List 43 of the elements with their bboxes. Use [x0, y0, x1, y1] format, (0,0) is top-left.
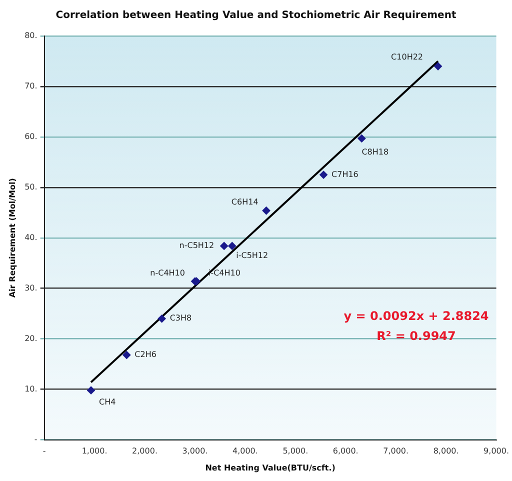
annotation: C3H8 [170, 314, 192, 323]
x-tick-label: - [42, 446, 46, 456]
y-tick-label: 40. [24, 232, 38, 242]
y-tick-label: 20. [24, 334, 38, 343]
annotation: C2H6 [134, 350, 156, 360]
annotation: C7H16 [332, 170, 358, 179]
x-tick-label: 3,000. [182, 446, 208, 456]
y-axis-title: Air Requirement (Mol/Mol) [8, 178, 17, 298]
y-tick-label: 50. [24, 182, 38, 192]
annotation: n-C4H10 [150, 268, 185, 278]
y-tick-label: - [34, 434, 38, 444]
x-tick-label: 7,000. [383, 446, 409, 456]
point [122, 351, 131, 359]
x-tick-label: 1,000. [82, 446, 108, 456]
x-tick-label: 5,000. [282, 446, 308, 456]
y-tick-label: 70. [24, 82, 38, 91]
x-tick-label: 4,000. [232, 446, 258, 456]
point [262, 206, 270, 215]
annotation: R² = 0.9947 [376, 328, 456, 343]
y-tick-label: 80. [24, 31, 38, 40]
annotation: y = 0.0092x + 2.8824 [344, 308, 489, 323]
point [434, 62, 442, 70]
point [358, 134, 366, 142]
point [320, 170, 328, 179]
x-tick-label: 9,000. [484, 446, 510, 456]
point [158, 314, 166, 323]
chart-title: Correlation between Heating Value and Stochiometric Air Requirement [54, 10, 458, 21]
y-tick-label: 10. [24, 384, 38, 394]
x-tick-label: 2,000. [132, 446, 158, 456]
annotation: n-C5H12 [179, 241, 214, 250]
y-tick-label: 60. [24, 132, 38, 142]
point [220, 242, 228, 250]
point [228, 242, 236, 250]
x-axis-title: Net Heating Value(BTU/scft.) [205, 463, 336, 472]
x-tick-label: 6,000. [332, 446, 358, 456]
annotation: i-C5H12 [236, 251, 268, 260]
point [87, 386, 96, 394]
annotation: C6H14 [231, 198, 258, 207]
y-tick-label: 30. [24, 283, 38, 292]
x-tick-label: 8,000. [433, 446, 459, 456]
annotation: CH4 [99, 397, 116, 406]
annotation: C10H22 [391, 52, 424, 62]
annotation: C8H18 [362, 148, 389, 157]
